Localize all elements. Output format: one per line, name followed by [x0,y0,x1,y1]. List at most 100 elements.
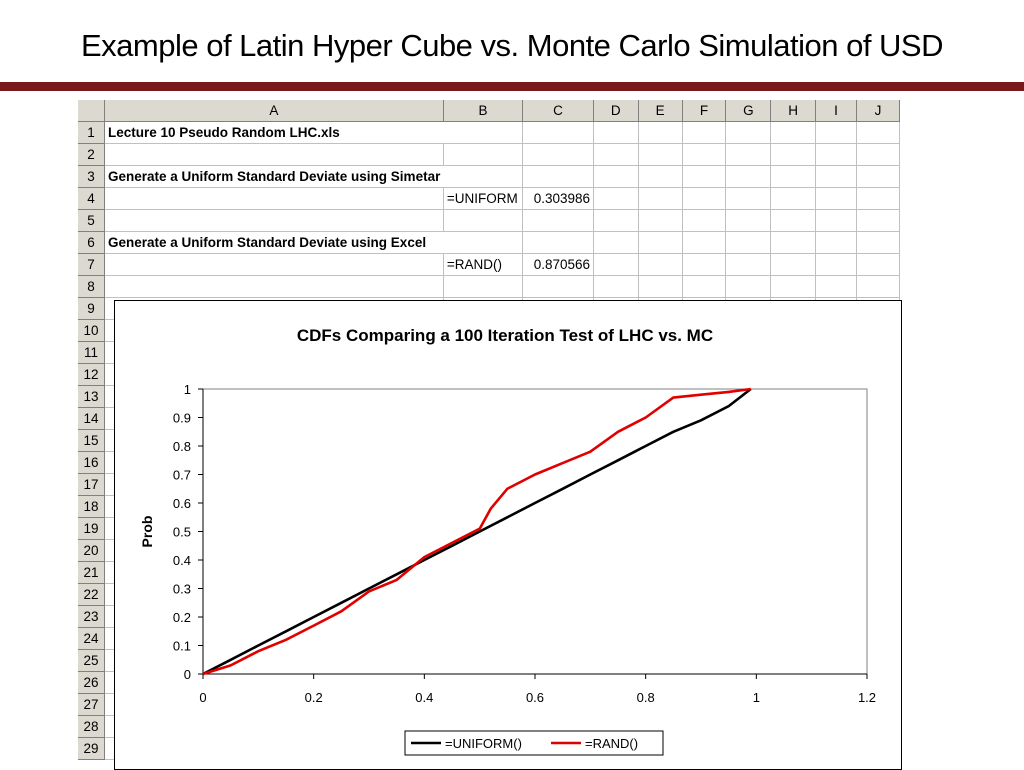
cell-j1[interactable] [856,121,900,144]
row-header-17[interactable]: 17 [78,473,105,496]
cell-e2[interactable] [638,143,683,166]
row-header-10[interactable]: 10 [78,319,105,342]
cell-e8[interactable] [638,275,683,298]
row-header-6[interactable]: 6 [78,231,105,254]
row-header-25[interactable]: 25 [78,649,105,672]
row-header-13[interactable]: 13 [78,385,105,408]
cell-f8[interactable] [682,275,727,298]
cell-i3[interactable] [815,165,858,188]
row-header-22[interactable]: 22 [78,583,105,606]
cell-b2[interactable] [443,143,524,166]
cell-b3[interactable] [443,165,524,188]
cell-h7[interactable] [770,253,816,276]
cell-d4[interactable] [593,187,639,210]
cell-f1[interactable] [682,121,727,144]
cell-a7[interactable] [104,253,444,276]
row-header-20[interactable]: 20 [78,539,105,562]
column-header-h[interactable]: H [770,100,816,122]
cell-d5[interactable] [593,209,639,232]
cell-h1[interactable] [770,121,816,144]
column-header-j[interactable]: J [856,100,900,122]
cell-i7[interactable] [815,253,858,276]
cell-d2[interactable] [593,143,639,166]
cell-a8[interactable] [104,275,444,298]
cell-a2[interactable] [104,143,444,166]
cell-j2[interactable] [856,143,900,166]
cell-b5[interactable] [443,209,524,232]
cell-c8[interactable] [522,275,595,298]
column-header-d[interactable]: D [593,100,639,122]
cell-i1[interactable] [815,121,858,144]
cell-b6[interactable] [443,231,524,254]
column-header-a[interactable]: A [104,100,444,122]
row-header-1[interactable]: 1 [78,121,105,144]
cell-h3[interactable] [770,165,816,188]
cell-g4[interactable] [725,187,772,210]
cell-d7[interactable] [593,253,639,276]
cell-f5[interactable] [682,209,727,232]
cell-f4[interactable] [682,187,727,210]
select-all-corner[interactable] [78,100,105,122]
cell-c5[interactable] [522,209,595,232]
column-header-f[interactable]: F [682,100,727,122]
cell-f2[interactable] [682,143,727,166]
row-header-23[interactable]: 23 [78,605,105,628]
cell-d1[interactable] [593,121,639,144]
cell-g3[interactable] [725,165,772,188]
cell-i4[interactable] [815,187,858,210]
column-header-e[interactable]: E [638,100,683,122]
row-header-29[interactable]: 29 [78,737,105,760]
row-header-12[interactable]: 12 [78,363,105,386]
row-header-4[interactable]: 4 [78,187,105,210]
cell-f3[interactable] [682,165,727,188]
cell-f7[interactable] [682,253,727,276]
cell-g5[interactable] [725,209,772,232]
row-header-9[interactable]: 9 [78,297,105,320]
cell-c2[interactable] [522,143,595,166]
row-header-5[interactable]: 5 [78,209,105,232]
cell-h4[interactable] [770,187,816,210]
cell-g7[interactable] [725,253,772,276]
column-header-b[interactable]: B [443,100,524,122]
cell-e5[interactable] [638,209,683,232]
cell-g1[interactable] [725,121,772,144]
cell-a4[interactable] [104,187,444,210]
cell-b7[interactable]: =RAND() [443,253,524,276]
cell-c1[interactable] [522,121,595,144]
cell-j5[interactable] [856,209,900,232]
cell-c3[interactable] [522,165,595,188]
cell-j7[interactable] [856,253,900,276]
cell-i5[interactable] [815,209,858,232]
cell-b8[interactable] [443,275,524,298]
row-header-8[interactable]: 8 [78,275,105,298]
cell-d6[interactable] [593,231,639,254]
cell-a6[interactable]: Generate a Uniform Standard Deviate usin… [104,231,444,254]
row-header-3[interactable]: 3 [78,165,105,188]
row-header-2[interactable]: 2 [78,143,105,166]
column-header-c[interactable]: C [522,100,595,122]
column-header-g[interactable]: G [725,100,772,122]
row-header-24[interactable]: 24 [78,627,105,650]
row-header-16[interactable]: 16 [78,451,105,474]
row-header-11[interactable]: 11 [78,341,105,364]
cell-j6[interactable] [856,231,900,254]
row-header-26[interactable]: 26 [78,671,105,694]
row-header-28[interactable]: 28 [78,715,105,738]
cell-c7[interactable]: 0.870566 [522,253,595,276]
cell-h5[interactable] [770,209,816,232]
row-header-21[interactable]: 21 [78,561,105,584]
row-header-14[interactable]: 14 [78,407,105,430]
cell-j8[interactable] [856,275,900,298]
row-header-27[interactable]: 27 [78,693,105,716]
cell-a3[interactable]: Generate a Uniform Standard Deviate usin… [104,165,444,188]
cell-c6[interactable] [522,231,595,254]
cell-a1[interactable]: Lecture 10 Pseudo Random LHC.xls [104,121,444,144]
column-header-i[interactable]: I [815,100,858,122]
cell-f6[interactable] [682,231,727,254]
cell-h6[interactable] [770,231,816,254]
cell-g8[interactable] [725,275,772,298]
cell-j3[interactable] [856,165,900,188]
cell-e1[interactable] [638,121,683,144]
cell-i6[interactable] [815,231,858,254]
cell-h8[interactable] [770,275,816,298]
